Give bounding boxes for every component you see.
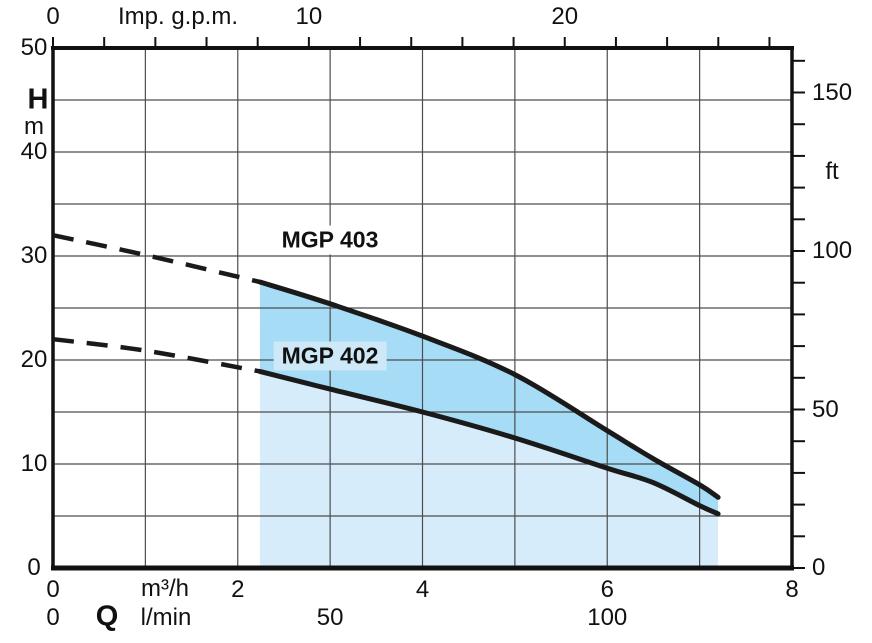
right-axis-tick-label: 0 <box>812 554 826 581</box>
left-axis-unit-label: m <box>24 113 44 140</box>
bottom-axis-lmin-tick-label: 50 <box>316 604 344 631</box>
curve-label-mgp-402: MGP 402 <box>273 341 387 371</box>
bottom-axis-m3h-tick-label: 0 <box>46 576 60 603</box>
top-axis-tick-label: 20 <box>551 3 579 30</box>
axis-minor-ticks <box>52 37 805 569</box>
curve-mgp-402-solid <box>257 368 721 517</box>
left-axis-tick-label: 20 <box>20 346 48 373</box>
band-between-curves <box>259 282 719 514</box>
right-axis-unit-label: ft <box>825 158 839 185</box>
curve-label-mgp-403: MGP 403 <box>273 225 387 255</box>
bottom-axis-lmin-tick-label: 0 <box>46 604 60 631</box>
right-axis-tick-label: 150 <box>812 78 853 106</box>
right-axis-tick-label: 100 <box>812 237 853 264</box>
left-axis-tick-label: 30 <box>20 242 48 269</box>
band-below-mgp-402 <box>259 371 719 568</box>
left-axis-tick-label: 50 <box>20 34 48 61</box>
axis-frame <box>51 46 794 571</box>
bottom-axis-m3h-tick-label: 8 <box>785 576 799 603</box>
left-axis-tick-label: 10 <box>20 450 48 477</box>
bottom-axis-unit-m3h: m³/h <box>141 575 189 602</box>
left-axis-tick-label: 40 <box>20 138 48 165</box>
bottom-axis-m3h-tick-label: 4 <box>415 576 430 603</box>
curve-mgp-402-dashed <box>52 336 261 374</box>
bottom-axis-symbol: Q <box>95 600 119 633</box>
bottom-axis-m3h-tick-label: 6 <box>600 576 614 603</box>
grid-lines <box>53 48 792 568</box>
curve-mgp-403-solid <box>257 279 721 500</box>
right-axis-tick-label: 50 <box>812 395 839 423</box>
left-axis-tick-label: 0 <box>27 554 41 581</box>
top-axis-unit-label: Imp. g.p.m. <box>117 3 239 30</box>
left-axis-symbol: H <box>27 83 49 116</box>
bottom-axis-m3h-tick-label: 2 <box>231 576 245 603</box>
top-axis-tick-label: 0 <box>46 3 60 30</box>
bottom-axis-unit-lmin: l/min <box>140 604 192 631</box>
bottom-axis-lmin-tick-label: 100 <box>587 604 628 631</box>
top-axis-tick-label: 10 <box>295 3 323 30</box>
curve-mgp-403-dashed <box>52 232 261 285</box>
